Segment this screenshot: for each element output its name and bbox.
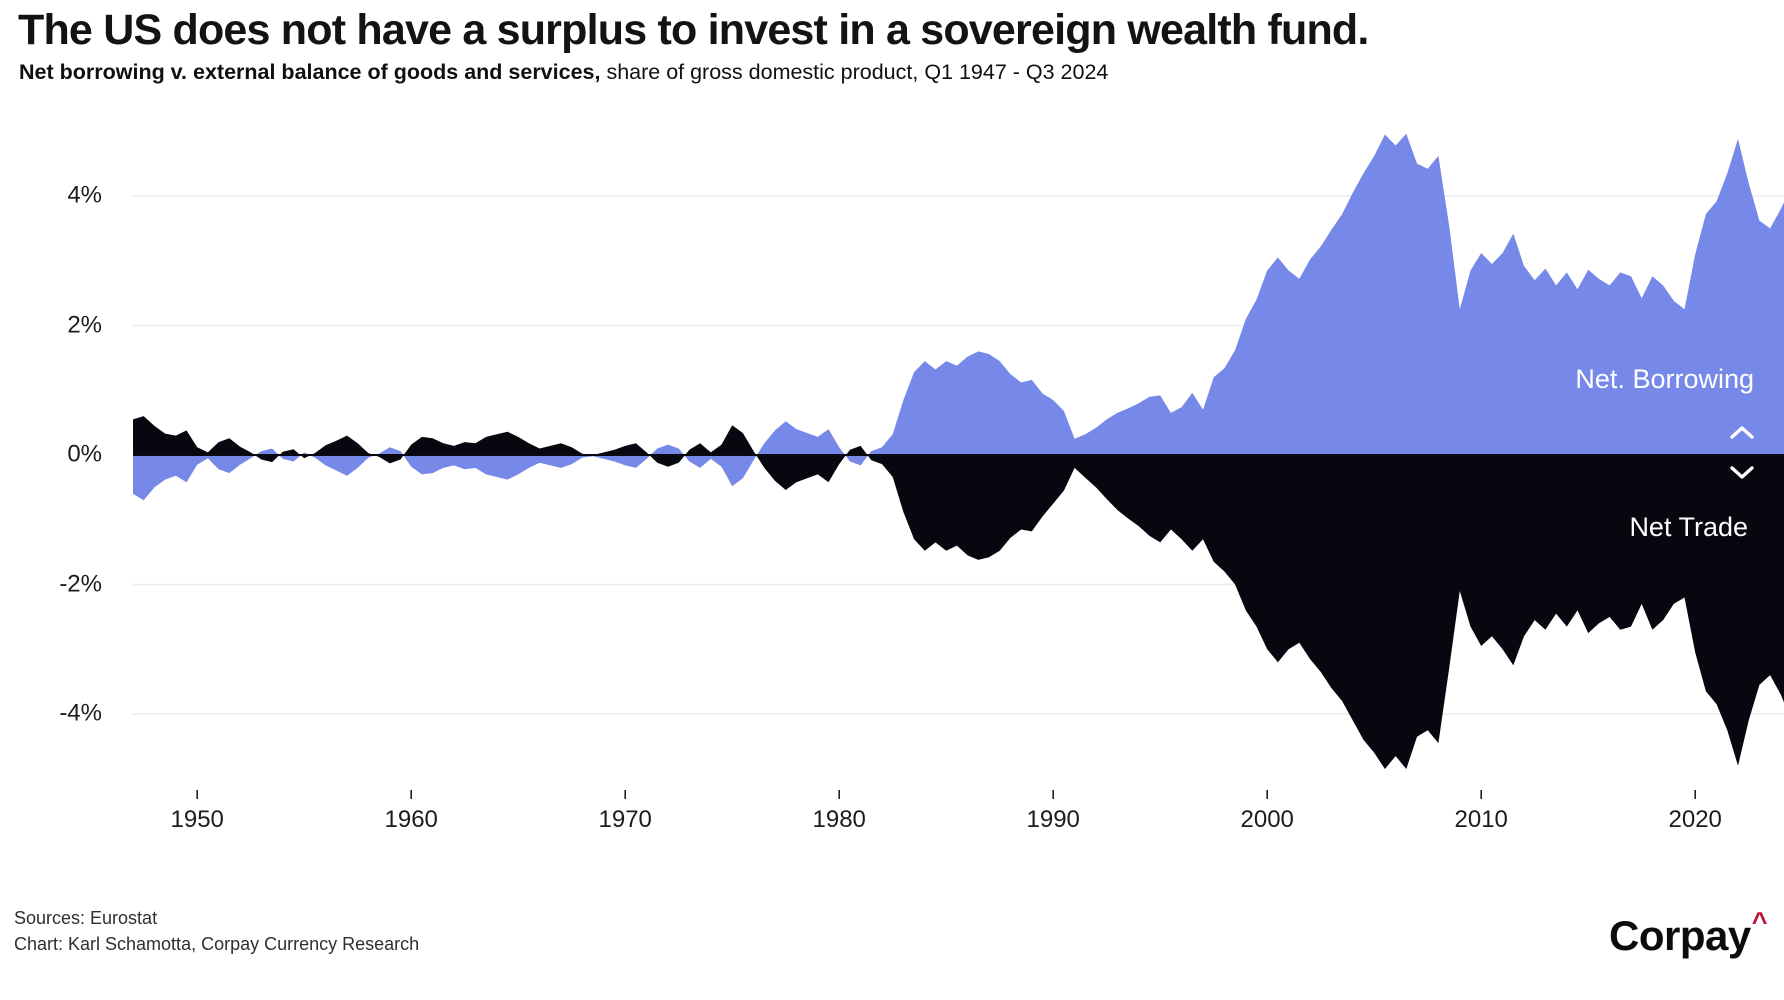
x-tick-marks	[196, 790, 1696, 799]
chevron-up-icon	[1730, 426, 1754, 439]
y-axis-label: 2%	[67, 310, 102, 338]
footer-sources: Sources: Eurostat	[14, 908, 158, 928]
x-axis-label: 1960	[384, 806, 438, 833]
page-subtitle: Net borrowing v. external balance of goo…	[19, 60, 1108, 85]
borrowing-area	[133, 133, 1784, 501]
subtitle-rest: share of gross domestic product, Q1 1947…	[600, 60, 1109, 84]
x-axis-label: 2000	[1240, 806, 1294, 833]
corpay-logo-text: Corpay	[1609, 912, 1751, 959]
chevron-down-icon	[1730, 466, 1754, 479]
legend-net-trade: Net Trade	[1629, 512, 1748, 542]
x-axis-label: 1950	[170, 806, 224, 833]
corpay-caret-icon: ^	[1751, 907, 1768, 937]
subtitle-bold: Net borrowing v. external balance of goo…	[19, 60, 601, 84]
x-axis-label: 1970	[598, 806, 652, 833]
footer-credit: Chart: Karl Schamotta, Corpay Currency R…	[14, 934, 420, 954]
y-axis-label: 0%	[67, 440, 102, 468]
chart-areas	[133, 133, 1784, 769]
footer: Sources: Eurostat Chart: Karl Schamotta,…	[14, 905, 419, 957]
legend-net-borrowing: Net. Borrowing	[1575, 364, 1754, 394]
page-title: The US does not have a surplus to invest…	[18, 6, 1369, 54]
y-axis-label: -4%	[59, 699, 102, 727]
x-axis-labels: 1950 1960 1970 1980 1990 2000 2010 2020	[0, 806, 1784, 846]
x-axis-label: 2010	[1454, 806, 1508, 833]
y-axis-label: -2%	[59, 569, 102, 597]
x-axis-label: 1990	[1026, 806, 1080, 833]
x-axis-label: 1980	[812, 806, 866, 833]
trade-area	[133, 416, 1784, 769]
x-axis-label: 2020	[1668, 806, 1722, 833]
corpay-logo: Corpay^	[1609, 907, 1767, 960]
y-axis-label: 4%	[67, 181, 102, 209]
